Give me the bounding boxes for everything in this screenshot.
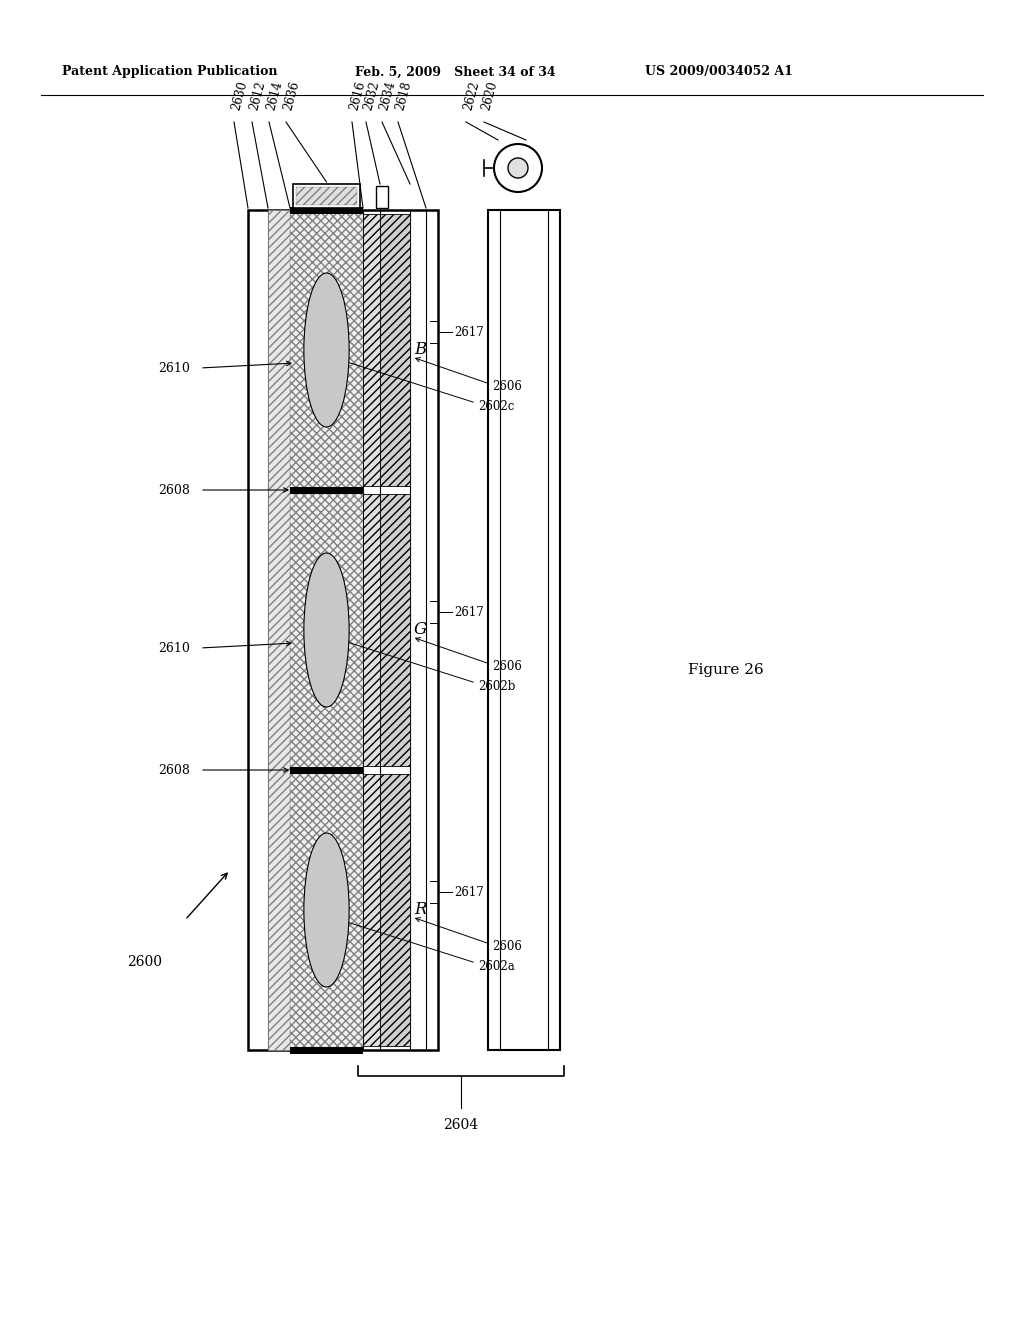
Text: Figure 26: Figure 26 bbox=[688, 663, 764, 677]
Text: 2602b: 2602b bbox=[478, 681, 515, 693]
Text: R: R bbox=[414, 902, 426, 919]
Text: 2636: 2636 bbox=[282, 79, 302, 112]
Bar bbox=[293, 183, 360, 209]
Circle shape bbox=[508, 158, 528, 178]
Text: 2606: 2606 bbox=[492, 660, 522, 673]
Bar bbox=[290, 1047, 362, 1053]
Bar bbox=[380, 214, 410, 486]
Text: Patent Application Publication: Patent Application Publication bbox=[62, 66, 278, 78]
Text: 2616: 2616 bbox=[348, 81, 369, 112]
Text: 2612: 2612 bbox=[248, 81, 268, 112]
Text: 2618: 2618 bbox=[394, 81, 415, 112]
Text: 2630: 2630 bbox=[230, 79, 250, 112]
Bar bbox=[290, 487, 362, 494]
Text: 2617: 2617 bbox=[454, 886, 483, 899]
Text: 2608: 2608 bbox=[158, 483, 190, 496]
Text: US 2009/0034052 A1: US 2009/0034052 A1 bbox=[645, 66, 793, 78]
Bar bbox=[290, 207, 362, 214]
Text: 2622: 2622 bbox=[462, 81, 482, 112]
Bar bbox=[268, 210, 290, 1049]
Text: 2620: 2620 bbox=[480, 81, 501, 112]
Text: 2632: 2632 bbox=[362, 81, 382, 112]
Text: 2610: 2610 bbox=[158, 642, 190, 655]
Text: B: B bbox=[414, 342, 426, 359]
Bar bbox=[362, 494, 380, 766]
Text: Feb. 5, 2009   Sheet 34 of 34: Feb. 5, 2009 Sheet 34 of 34 bbox=[355, 66, 556, 78]
Text: 2606: 2606 bbox=[492, 380, 522, 393]
Text: 2617: 2617 bbox=[454, 606, 483, 619]
Bar bbox=[362, 774, 380, 1045]
Bar bbox=[380, 774, 410, 1045]
Bar bbox=[290, 210, 362, 1049]
Bar bbox=[362, 214, 380, 486]
Text: 2614: 2614 bbox=[265, 81, 286, 112]
Bar bbox=[488, 210, 560, 1049]
Ellipse shape bbox=[304, 833, 349, 987]
Text: 2600: 2600 bbox=[128, 954, 163, 969]
Bar bbox=[290, 767, 362, 774]
Bar bbox=[376, 186, 388, 209]
Text: 2608: 2608 bbox=[158, 763, 190, 776]
Text: G: G bbox=[414, 622, 427, 639]
Text: 2617: 2617 bbox=[454, 326, 483, 338]
Text: 2610: 2610 bbox=[158, 362, 190, 375]
Text: 2602a: 2602a bbox=[478, 961, 515, 974]
Text: 2602c: 2602c bbox=[478, 400, 514, 413]
Ellipse shape bbox=[304, 553, 349, 708]
Bar bbox=[248, 210, 438, 1049]
Bar bbox=[296, 187, 357, 205]
Ellipse shape bbox=[304, 273, 349, 426]
Text: 2634: 2634 bbox=[378, 79, 398, 112]
Text: 2604: 2604 bbox=[443, 1118, 478, 1133]
Text: 2606: 2606 bbox=[492, 940, 522, 953]
Bar bbox=[380, 494, 410, 766]
